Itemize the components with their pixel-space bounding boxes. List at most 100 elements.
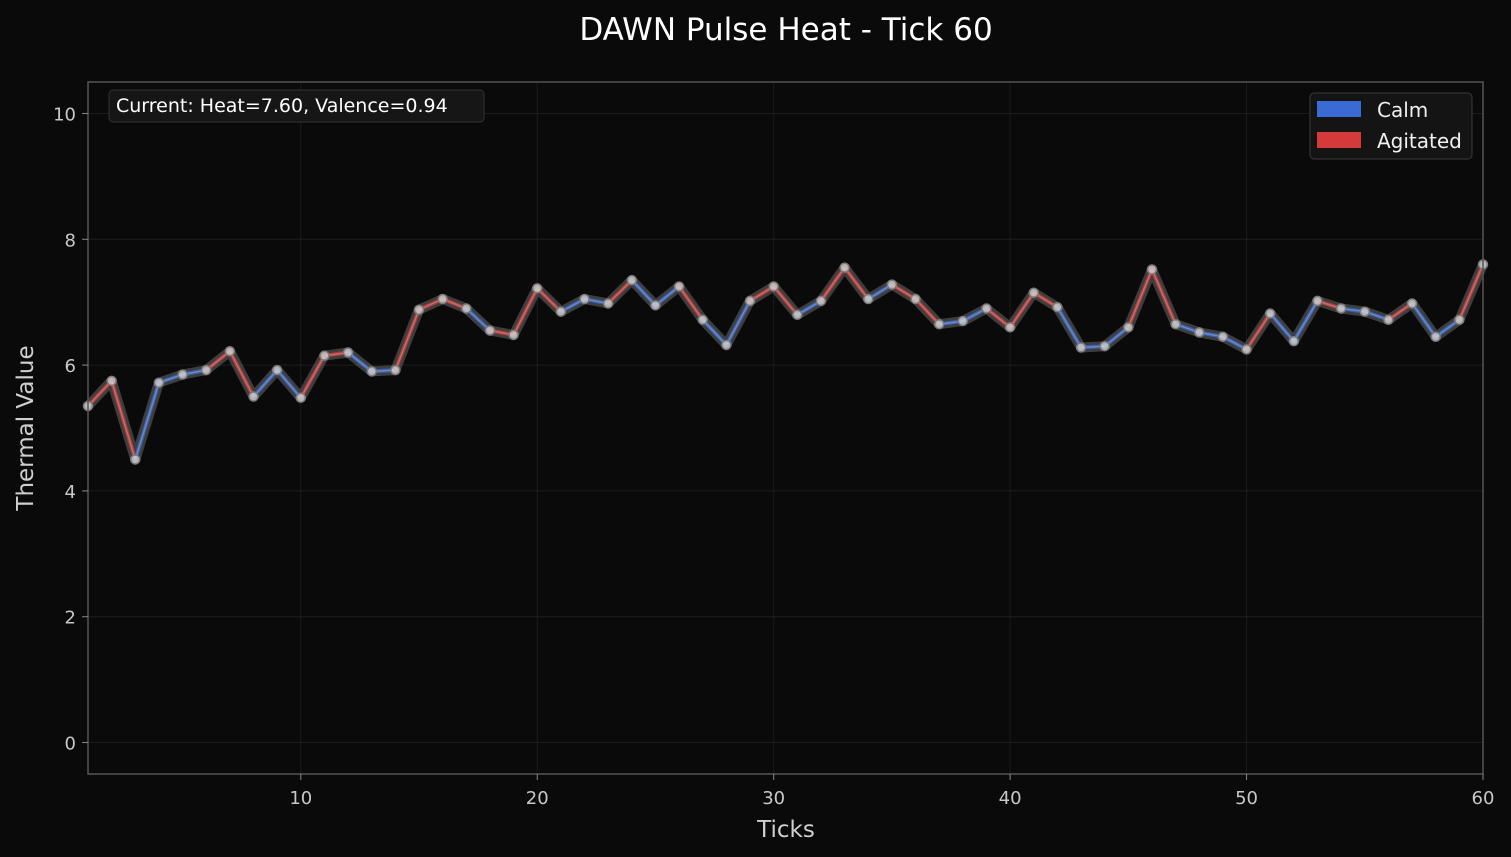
series-segment (1410, 301, 1438, 339)
data-point (437, 293, 448, 305)
series-segment (1244, 311, 1273, 352)
data-point (1383, 314, 1394, 326)
grid (88, 82, 1484, 774)
data-point (248, 391, 259, 402)
annotation-box (108, 89, 485, 123)
data-point (177, 369, 188, 380)
data-point (602, 298, 614, 309)
data-point (1004, 322, 1016, 333)
data-point (1146, 264, 1158, 275)
legend-label-agitated: Agitated (1377, 129, 1462, 153)
data-point (555, 306, 567, 317)
data-point (1454, 314, 1465, 326)
series-segment (724, 298, 753, 347)
data-point (721, 339, 732, 351)
series-segment (298, 353, 327, 400)
series-segment (535, 286, 563, 314)
data-point (1241, 344, 1252, 355)
series-segment (842, 265, 871, 302)
data-point (886, 279, 898, 290)
data-point (697, 314, 708, 326)
x-tick-label: 10 (289, 788, 312, 809)
data-point (224, 346, 236, 357)
data-point (1430, 331, 1441, 343)
data-point (1028, 287, 1040, 298)
data-point (815, 295, 827, 307)
data-point (1194, 327, 1205, 338)
chart-title: DAWN Pulse Heat - Tick 60 (579, 12, 992, 48)
data-point (910, 293, 921, 305)
y-tick-label: 2 (65, 608, 76, 629)
y-tick-label: 4 (65, 482, 76, 503)
series-segment (1149, 267, 1178, 327)
y-tick-label: 8 (65, 230, 76, 251)
series-segment (133, 380, 161, 462)
series-segment (1291, 298, 1320, 344)
legend-label-calm: Calm (1377, 98, 1428, 122)
series-segment (700, 317, 729, 347)
series-segment (913, 297, 942, 327)
data-point (413, 304, 425, 315)
current-annotation: Current: Heat=7.60, Valence=0.94 (108, 89, 485, 123)
y-tick-label: 10 (53, 104, 76, 125)
data-point (1288, 335, 1300, 347)
data-point (200, 364, 212, 376)
series-segment (227, 349, 256, 399)
legend: Calm Agitated (1309, 92, 1473, 160)
data-point (106, 375, 117, 387)
series-segment (1055, 305, 1084, 350)
data-point (626, 274, 638, 286)
data-point (130, 454, 141, 465)
plot-frame (87, 81, 1484, 775)
data-point (484, 325, 496, 336)
data-point (1123, 322, 1134, 333)
series-segment (818, 265, 847, 303)
data-point (295, 392, 307, 404)
series-segment (464, 306, 492, 333)
series-segment (1126, 267, 1154, 330)
data-point (1359, 306, 1371, 317)
data-point (792, 309, 803, 321)
data-point (153, 377, 165, 388)
legend-swatch-agitated (1317, 132, 1361, 148)
annotation-text: Current: Heat=7.60, Valence=0.94 (116, 95, 448, 117)
series-segment (1457, 262, 1485, 322)
y-tick-label: 6 (65, 356, 76, 377)
data-point (1312, 295, 1323, 307)
series-segment (771, 284, 800, 317)
plot-area (88, 82, 1483, 774)
legend-swatch-calm (1317, 101, 1361, 117)
data-point (768, 281, 779, 292)
series-segment (251, 368, 280, 399)
series-segment (109, 378, 138, 462)
x-tick-label: 40 (999, 788, 1022, 809)
y-tick-label: 0 (65, 734, 76, 755)
data-point (1217, 331, 1229, 343)
data-point (342, 347, 354, 358)
data-point (271, 364, 283, 376)
data-point (390, 364, 401, 376)
series-segment (606, 278, 634, 306)
series-segment (1008, 290, 1036, 330)
axis-ticks: 10 20 30 40 50 60 0 2 4 6 8 10 (53, 104, 1494, 809)
data-point (650, 300, 661, 311)
data-point (981, 303, 992, 314)
data-point (1099, 340, 1110, 352)
series-segment (86, 378, 114, 408)
x-tick-label: 20 (526, 788, 549, 809)
data-point (933, 318, 945, 330)
data-point (366, 366, 377, 377)
series-core (87, 264, 1484, 461)
data-point (579, 293, 590, 305)
data-point (319, 350, 330, 361)
data-point (957, 315, 969, 327)
series-segment (629, 278, 658, 308)
data-point (1052, 301, 1063, 313)
data-point (1075, 342, 1087, 353)
data-point (673, 281, 685, 292)
series-segment (677, 284, 705, 322)
series-segment (1268, 311, 1296, 344)
x-tick-label: 60 (1472, 788, 1495, 809)
